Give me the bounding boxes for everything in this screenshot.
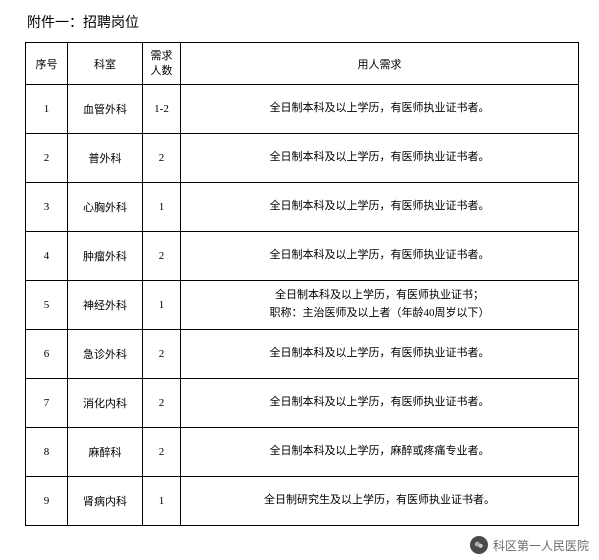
table-header-row: 序号 科室 需求人数 用人需求 — [26, 43, 579, 85]
table-row: 9 肾病内科 1 全日制研究生及以上学历，有医师执业证书者。 — [26, 477, 579, 526]
cell-count: 2 — [143, 330, 181, 379]
cell-req: 全日制本科及以上学历，有医师执业证书者。 — [181, 232, 579, 281]
table-body: 1 血管外科 1-2 全日制本科及以上学历，有医师执业证书者。 2 普外科 2 … — [26, 85, 579, 526]
cell-id: 2 — [26, 134, 68, 183]
cell-dept: 血管外科 — [68, 85, 143, 134]
cell-count: 1-2 — [143, 85, 181, 134]
table-row: 4 肿瘤外科 2 全日制本科及以上学历，有医师执业证书者。 — [26, 232, 579, 281]
cell-dept: 肿瘤外科 — [68, 232, 143, 281]
cell-id: 3 — [26, 183, 68, 232]
cell-dept: 麻醉科 — [68, 428, 143, 477]
cell-count: 2 — [143, 134, 181, 183]
header-id: 序号 — [26, 43, 68, 85]
document-title: 附件一：招聘岗位 — [27, 12, 579, 32]
header-req: 用人需求 — [181, 43, 579, 85]
recruitment-table: 序号 科室 需求人数 用人需求 1 血管外科 1-2 全日制本科及以上学历，有医… — [25, 42, 579, 526]
cell-req: 全日制本科及以上学历，有医师执业证书者。 — [181, 330, 579, 379]
cell-req: 全日制本科及以上学历，有医师执业证书者。 — [181, 183, 579, 232]
table-row: 8 麻醉科 2 全日制本科及以上学历，麻醉或疼痛专业者。 — [26, 428, 579, 477]
table-row: 6 急诊外科 2 全日制本科及以上学历，有医师执业证书者。 — [26, 330, 579, 379]
cell-req: 全日制本科及以上学历，有医师执业证书者。 — [181, 134, 579, 183]
table-row: 5 神经外科 1 全日制本科及以上学历，有医师执业证书；职称：主治医师及以上者（… — [26, 281, 579, 330]
cell-count: 1 — [143, 183, 181, 232]
table-row: 3 心胸外科 1 全日制本科及以上学历，有医师执业证书者。 — [26, 183, 579, 232]
cell-dept: 消化内科 — [68, 379, 143, 428]
cell-id: 8 — [26, 428, 68, 477]
cell-id: 1 — [26, 85, 68, 134]
document-container: 附件一：招聘岗位 序号 科室 需求人数 用人需求 1 血管外科 1-2 全日制本… — [0, 0, 599, 526]
cell-id: 9 — [26, 477, 68, 526]
watermark-text: 科区第一人民医院 — [493, 537, 589, 554]
table-row: 2 普外科 2 全日制本科及以上学历，有医师执业证书者。 — [26, 134, 579, 183]
cell-req: 全日制本科及以上学历，麻醉或疼痛专业者。 — [181, 428, 579, 477]
cell-req: 全日制研究生及以上学历，有医师执业证书者。 — [181, 477, 579, 526]
cell-count: 2 — [143, 232, 181, 281]
table-row: 1 血管外科 1-2 全日制本科及以上学历，有医师执业证书者。 — [26, 85, 579, 134]
header-count: 需求人数 — [143, 43, 181, 85]
cell-dept: 普外科 — [68, 134, 143, 183]
cell-dept: 急诊外科 — [68, 330, 143, 379]
cell-dept: 肾病内科 — [68, 477, 143, 526]
cell-id: 6 — [26, 330, 68, 379]
watermark: 科区第一人民医院 — [470, 536, 589, 554]
cell-count: 2 — [143, 379, 181, 428]
cell-req: 全日制本科及以上学历，有医师执业证书者。 — [181, 379, 579, 428]
header-dept: 科室 — [68, 43, 143, 85]
table-row: 7 消化内科 2 全日制本科及以上学历，有医师执业证书者。 — [26, 379, 579, 428]
cell-dept: 神经外科 — [68, 281, 143, 330]
cell-id: 5 — [26, 281, 68, 330]
cell-dept: 心胸外科 — [68, 183, 143, 232]
wechat-svg — [474, 540, 484, 550]
cell-count: 2 — [143, 428, 181, 477]
cell-req: 全日制本科及以上学历，有医师执业证书；职称：主治医师及以上者（年龄40周岁以下） — [181, 281, 579, 330]
cell-count: 1 — [143, 477, 181, 526]
cell-id: 7 — [26, 379, 68, 428]
cell-count: 1 — [143, 281, 181, 330]
cell-id: 4 — [26, 232, 68, 281]
cell-req: 全日制本科及以上学历，有医师执业证书者。 — [181, 85, 579, 134]
wechat-icon — [470, 536, 488, 554]
